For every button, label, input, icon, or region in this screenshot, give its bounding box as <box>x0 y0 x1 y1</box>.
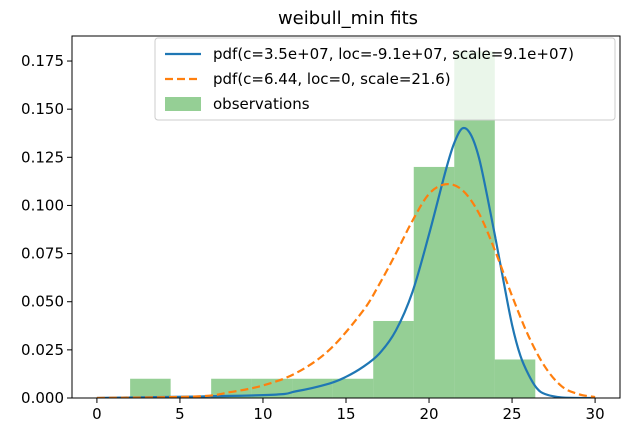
y-tick-label: 0.125 <box>21 148 64 166</box>
legend: pdf(c=3.5e+07, loc=-9.1e+07, scale=9.1e+… <box>154 37 616 121</box>
y-tick-label: 0.000 <box>21 389 64 407</box>
y-tick-label: 0.025 <box>21 341 64 359</box>
legend-entry-pdf-1: pdf(c=3.5e+07, loc=-9.1e+07, scale=9.1e+… <box>165 45 574 63</box>
legend-label: pdf(c=6.44, loc=0, scale=21.6) <box>213 70 451 88</box>
y-tick-label: 0.100 <box>21 196 64 214</box>
histogram-bar <box>494 359 536 398</box>
chart-title: weibull_min fits <box>278 8 418 29</box>
y-tick-label: 0.050 <box>21 293 64 311</box>
pdf-line-1 <box>96 126 596 398</box>
x-tick-label: 25 <box>503 405 522 423</box>
x-tick-label: 0 <box>92 405 102 423</box>
y-tick-label: 0.175 <box>21 52 64 70</box>
y-tick-label: 0.075 <box>21 245 64 263</box>
y-tick-label: 0.150 <box>21 100 64 118</box>
legend-label: observations <box>213 95 310 113</box>
axes: 0 5 10 15 20 25 30 0.000 0.025 0.050 0.075 0.100 0.1… <box>21 35 621 423</box>
legend-patch-swatch <box>165 97 201 111</box>
pdf-line-2 <box>96 183 596 398</box>
x-tick-label: 20 <box>419 405 438 423</box>
legend-entry-observations: observations <box>165 95 310 113</box>
x-tick-label: 10 <box>253 405 272 423</box>
legend-box <box>154 37 616 121</box>
x-tick-label: 5 <box>175 405 185 423</box>
histogram-bar <box>130 378 171 398</box>
x-tick-label: 30 <box>586 405 605 423</box>
legend-label: pdf(c=3.5e+07, loc=-9.1e+07, scale=9.1e+… <box>213 45 574 63</box>
histogram-bar <box>332 378 374 398</box>
histogram-bar <box>413 166 455 398</box>
x-tick-label: 15 <box>336 405 355 423</box>
legend-entry-pdf-2: pdf(c=6.44, loc=0, scale=21.6) <box>165 70 451 88</box>
